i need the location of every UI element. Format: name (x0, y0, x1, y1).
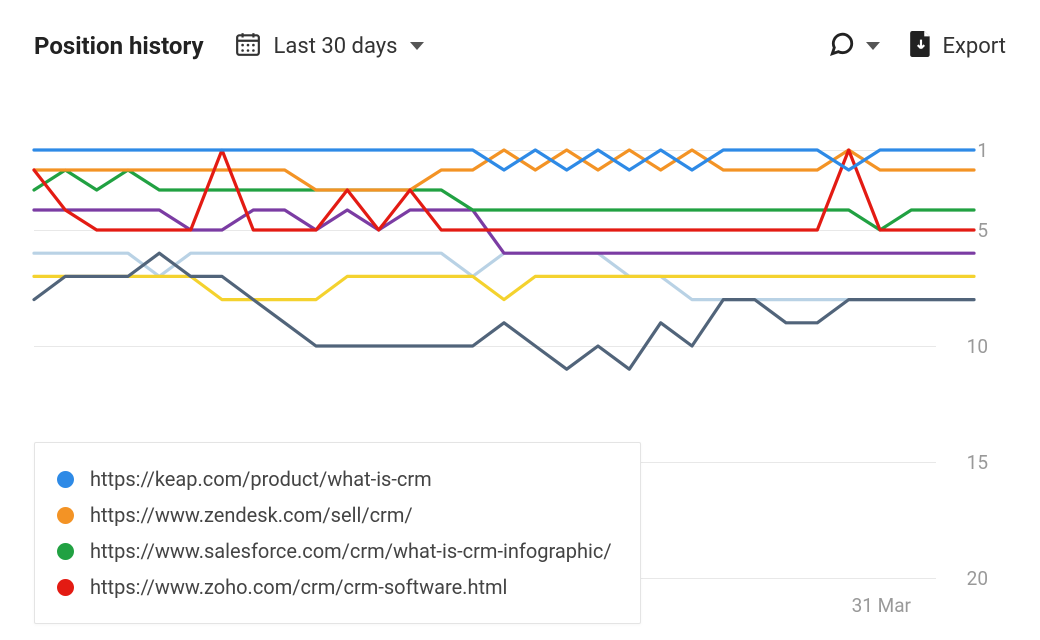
chart-legend: https://keap.com/product/what-is-crm http… (34, 442, 641, 624)
notes-button[interactable] (828, 31, 880, 61)
x-axis-date-label: 31 Mar (852, 594, 911, 617)
chevron-down-icon (866, 42, 880, 50)
legend-item[interactable]: https://www.salesforce.com/crm/what-is-c… (57, 533, 612, 569)
page-title: Position history (34, 32, 204, 60)
date-range-picker[interactable]: Last 30 days (234, 31, 424, 61)
export-button[interactable]: Export (910, 31, 1006, 61)
legend-item[interactable]: https://keap.com/product/what-is-crm (57, 461, 612, 497)
y-axis-tick-label: 15 (967, 451, 988, 474)
legend-color-dot (57, 579, 74, 596)
legend-label: https://www.salesforce.com/crm/what-is-c… (90, 539, 612, 563)
legend-item[interactable]: https://www.zendesk.com/sell/crm/ (57, 497, 612, 533)
calendar-icon (234, 31, 262, 61)
legend-label: https://www.zendesk.com/sell/crm/ (90, 503, 413, 527)
legend-color-dot (57, 543, 74, 560)
legend-color-dot (57, 471, 74, 488)
y-axis-tick-label: 20 (967, 567, 988, 590)
position-history-chart: 15101520 https://keap.com/product/what-i… (34, 94, 1006, 614)
download-file-icon (910, 31, 932, 61)
chat-icon (828, 31, 856, 61)
export-label: Export (942, 34, 1006, 59)
series-line (34, 253, 974, 369)
legend-label: https://keap.com/product/what-is-crm (90, 467, 432, 491)
series-line (34, 276, 974, 299)
y-axis-tick-label: 5 (977, 219, 988, 242)
y-axis-tick-label: 1 (977, 139, 988, 162)
legend-item[interactable]: https://www.zoho.com/crm/crm-software.ht… (57, 569, 612, 605)
date-range-label: Last 30 days (274, 34, 398, 59)
chevron-down-icon (410, 42, 424, 50)
legend-color-dot (57, 507, 74, 524)
series-line (34, 150, 974, 170)
legend-label: https://www.zoho.com/crm/crm-software.ht… (90, 575, 507, 599)
